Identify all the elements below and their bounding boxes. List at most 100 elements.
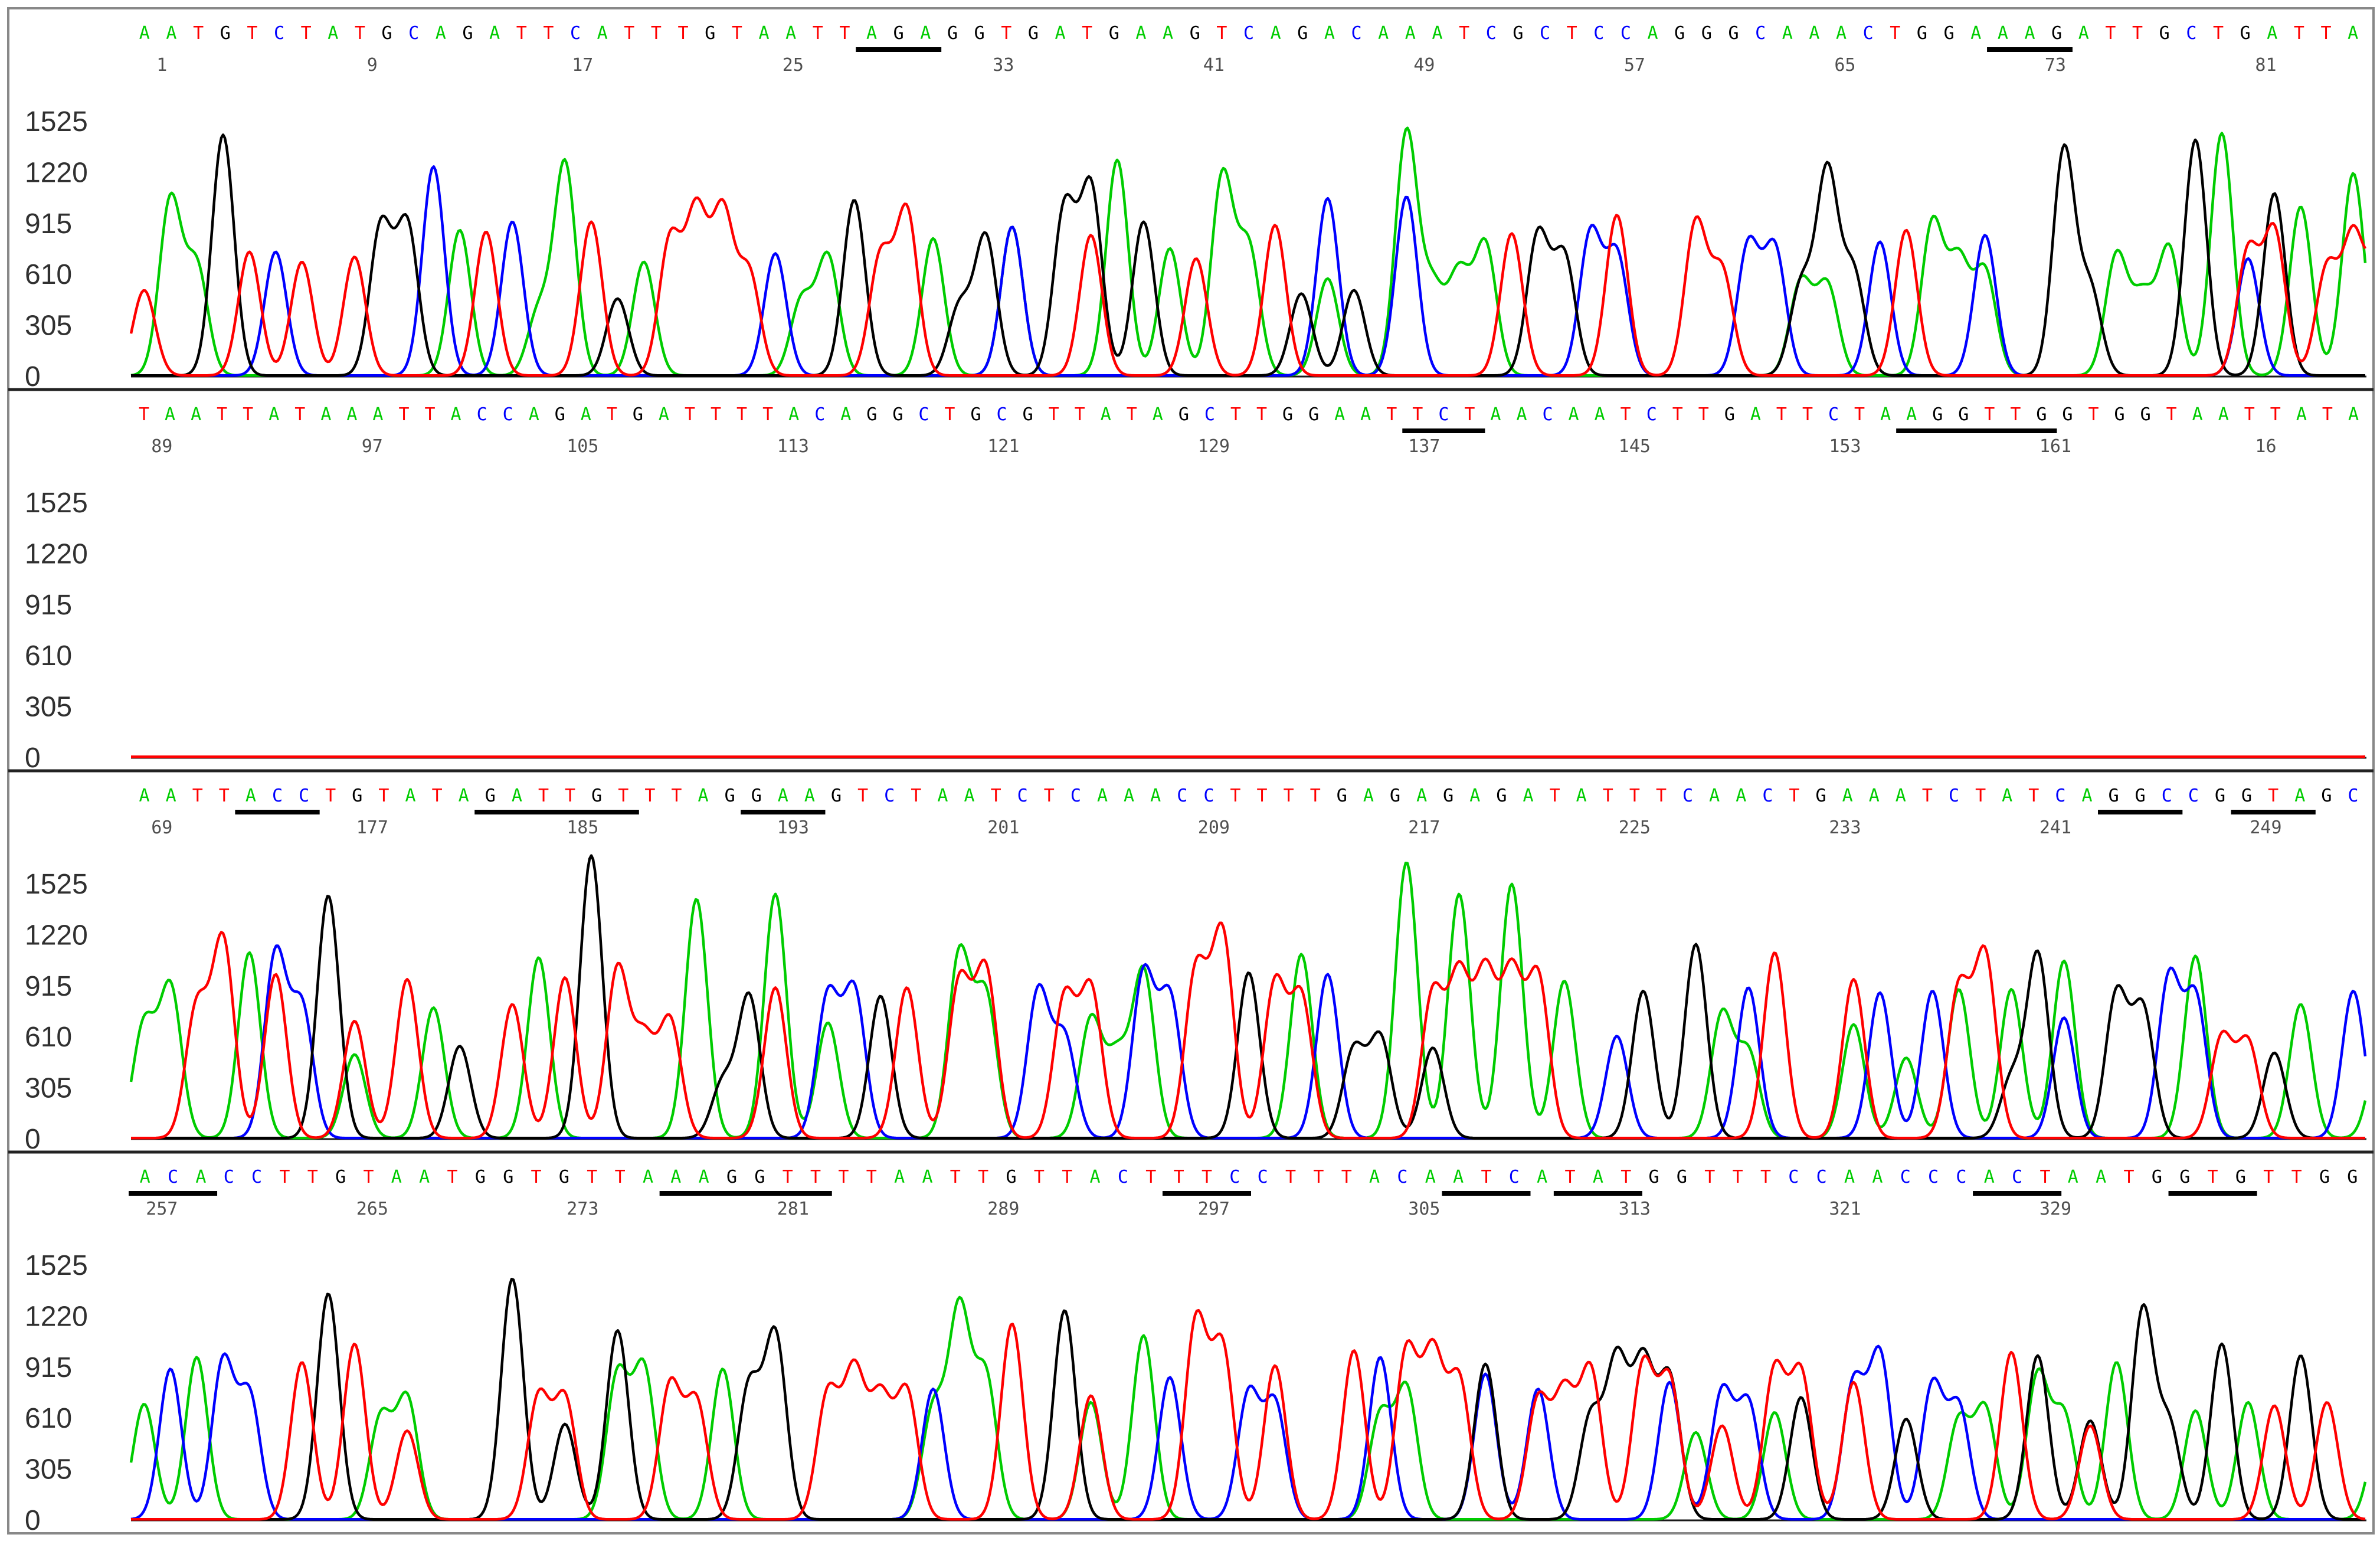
base-call: T: [2208, 1167, 2218, 1187]
base-call: T: [425, 404, 436, 425]
base-call: A: [1163, 23, 1173, 44]
base-call: C: [2055, 786, 2065, 806]
base-call: G: [1677, 1167, 1687, 1187]
base-call: A: [1569, 404, 1579, 425]
base-call: A: [419, 1167, 430, 1187]
base-call: T: [1481, 1167, 1491, 1187]
codon-underline-marker: [1162, 1191, 1251, 1196]
base-call: C: [1351, 23, 1362, 44]
base-call: A: [804, 786, 815, 806]
base-call: T: [2105, 23, 2116, 44]
base-call: C: [224, 1167, 234, 1187]
position-label: 1: [156, 55, 167, 76]
base-call: C: [1438, 404, 1449, 425]
base-call: T: [736, 404, 747, 425]
base-call: T: [991, 786, 1001, 806]
base-call: T: [1127, 404, 1137, 425]
base-call: T: [762, 404, 773, 425]
base-call: A: [1271, 23, 1281, 44]
base-call: G: [352, 786, 362, 806]
base-call: G: [2051, 23, 2062, 44]
position-label: 257: [146, 1199, 178, 1219]
y-tick-label: 305: [25, 310, 72, 342]
position-label: 297: [1198, 1199, 1230, 1219]
base-call: A: [698, 786, 709, 806]
position-label: 265: [356, 1199, 388, 1219]
codon-underline-marker: [1553, 1191, 1642, 1196]
base-call: G: [2235, 1167, 2246, 1187]
base-call: C: [1593, 23, 1604, 44]
y-tick-label: 1525: [25, 488, 88, 519]
base-call: A: [778, 786, 788, 806]
base-call: G: [866, 404, 877, 425]
position-label: 33: [993, 55, 1014, 76]
base-call: A: [139, 23, 150, 44]
base-call: T: [1629, 786, 1640, 806]
base-call: C: [1203, 786, 1214, 806]
base-call: G: [1190, 23, 1200, 44]
base-call: A: [1453, 1167, 1464, 1187]
base-call: T: [2294, 23, 2304, 44]
base-call: A: [405, 786, 415, 806]
base-call: T: [607, 404, 617, 425]
position-label: 225: [1619, 817, 1651, 838]
base-call: A: [597, 23, 608, 44]
base-call: T: [978, 1167, 988, 1187]
base-call: T: [2263, 1167, 2274, 1187]
base-call: A: [1593, 1167, 1603, 1187]
base-call: A: [1809, 23, 1819, 44]
base-call: T: [1082, 23, 1092, 44]
base-call: A: [1405, 23, 1416, 44]
base-call: A: [2002, 786, 2012, 806]
base-call: T: [447, 1167, 457, 1187]
codon-underline-marker: [235, 810, 320, 814]
base-call: C: [884, 786, 895, 806]
base-call: C: [1900, 1167, 1911, 1187]
position-label: 209: [1198, 817, 1230, 838]
y-tick-label: 0: [25, 1505, 41, 1536]
base-call: T: [1672, 404, 1683, 425]
base-call: C: [503, 404, 513, 425]
base-call: C: [251, 1167, 262, 1187]
base-call: C: [1204, 404, 1215, 425]
base-call: A: [1324, 23, 1335, 44]
position-label: 25: [783, 55, 804, 76]
base-call: A: [920, 23, 931, 44]
base-call: G: [503, 1167, 513, 1187]
base-call: A: [1516, 404, 1527, 425]
base-call: C: [1229, 1167, 1240, 1187]
codon-underline-marker: [1402, 428, 1485, 433]
base-call: C: [2348, 786, 2358, 806]
y-tick-label: 610: [25, 640, 72, 672]
base-call: G: [970, 404, 981, 425]
base-call: A: [1425, 1167, 1436, 1187]
base-call: C: [272, 786, 283, 806]
y-tick-label: 610: [25, 1403, 72, 1434]
base-call: G: [485, 786, 496, 806]
base-call: G: [1006, 1167, 1016, 1187]
base-call: A: [1736, 786, 1746, 806]
base-call: C: [1863, 23, 1874, 44]
position-label: 161: [2039, 436, 2071, 457]
base-call: T: [432, 786, 443, 806]
base-call: A: [1869, 786, 1880, 806]
base-call: T: [398, 404, 409, 425]
base-call: G: [1932, 404, 1943, 425]
y-tick-label: 305: [25, 1454, 72, 1486]
base-call: A: [2024, 23, 2035, 44]
position-label: 217: [1408, 817, 1440, 838]
base-call: T: [1284, 786, 1294, 806]
base-call: T: [2028, 786, 2039, 806]
base-call: T: [624, 23, 634, 44]
base-call: T: [671, 786, 682, 806]
base-call: T: [1257, 786, 1268, 806]
base-call: G: [705, 23, 715, 44]
base-call: A: [166, 23, 176, 44]
base-call: T: [1733, 1167, 1743, 1187]
base-call: T: [1230, 786, 1240, 806]
base-call: T: [217, 404, 227, 425]
base-call: T: [1216, 23, 1227, 44]
base-call: G: [1390, 786, 1400, 806]
base-call: A: [2078, 23, 2089, 44]
